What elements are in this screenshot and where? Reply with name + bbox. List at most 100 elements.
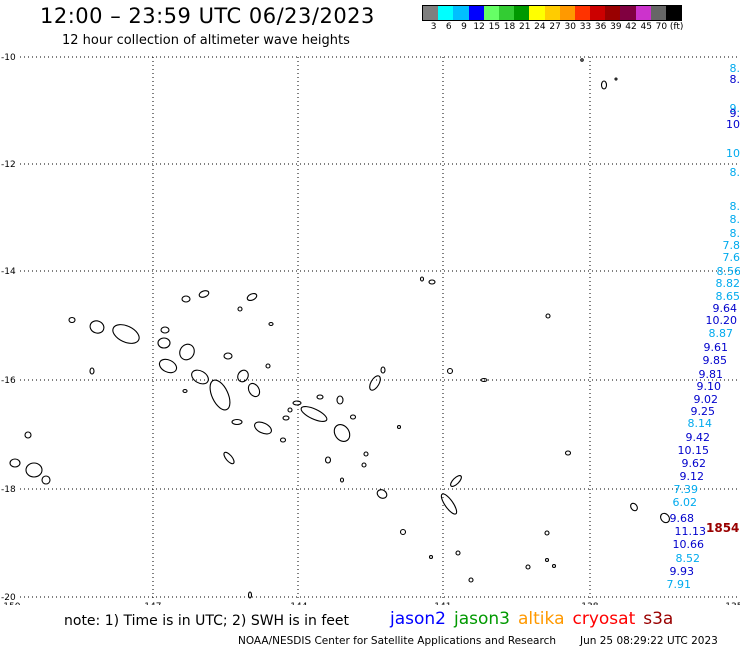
wave-height-reading: 9.81 bbox=[699, 368, 724, 381]
island bbox=[376, 489, 388, 499]
wave-height-reading: 9.12 bbox=[680, 470, 705, 483]
colorbar-swatch bbox=[498, 6, 515, 20]
map-plot: -10-12-14-16-18-20 -150-147-144-141-138-… bbox=[0, 53, 740, 605]
island bbox=[247, 591, 253, 599]
island bbox=[324, 456, 332, 464]
generated-timestamp: Jun 25 08:29:22 UTC 2023 bbox=[580, 635, 718, 647]
wave-height-reading: 9.02 bbox=[694, 393, 719, 406]
island bbox=[428, 554, 434, 560]
legend-item-altika: altika bbox=[518, 609, 565, 629]
wave-height-reading: 9.64 bbox=[713, 302, 738, 315]
island bbox=[279, 437, 287, 443]
island bbox=[9, 458, 21, 468]
island bbox=[600, 80, 608, 90]
colorbar-label: 27 bbox=[549, 22, 561, 32]
legend-item-jason2: jason2 bbox=[390, 609, 446, 629]
colorbar-swatch bbox=[514, 6, 530, 20]
island bbox=[191, 369, 209, 385]
island bbox=[333, 424, 351, 442]
wave-height-reading: 8.52 bbox=[676, 552, 701, 565]
island bbox=[369, 375, 381, 391]
wave-height-reading: 8. bbox=[730, 73, 740, 86]
island bbox=[112, 324, 140, 344]
legend-item-s3a: s3a bbox=[643, 609, 674, 629]
wave-height-reading: 9.10 bbox=[697, 380, 722, 393]
island bbox=[551, 563, 557, 569]
island bbox=[209, 379, 231, 411]
wave-height-reading: 8. bbox=[730, 213, 740, 226]
colorbar-label: 21 bbox=[518, 22, 531, 32]
colorbar-label: 36 bbox=[594, 22, 607, 32]
colorbar-label: 33 bbox=[579, 22, 592, 32]
island bbox=[455, 550, 461, 556]
longitude-label: -147 bbox=[141, 602, 161, 605]
colorbar-swatch bbox=[620, 6, 636, 20]
island bbox=[544, 530, 550, 536]
colorbar-label: 18 bbox=[503, 22, 516, 32]
colorbar-label: 9 bbox=[461, 22, 467, 32]
island bbox=[396, 424, 402, 430]
island bbox=[265, 363, 271, 369]
island bbox=[254, 421, 272, 435]
island bbox=[237, 306, 243, 312]
colorbar-label: 24 bbox=[534, 22, 546, 32]
island bbox=[480, 377, 488, 383]
island bbox=[564, 450, 572, 456]
island bbox=[660, 512, 670, 524]
colorbar-swatch bbox=[529, 6, 545, 20]
island bbox=[544, 557, 550, 563]
legend-item-cryosat: cryosat bbox=[572, 609, 636, 629]
longitude-label: -150 bbox=[0, 602, 21, 605]
chart-title: 12:00 – 23:59 UTC 06/23/2023 bbox=[40, 4, 375, 28]
wave-height-reading: 10.20 bbox=[706, 314, 738, 327]
wave-height-reading: 7.6 bbox=[723, 251, 740, 264]
island bbox=[198, 290, 210, 298]
colorbar-label: (ft) bbox=[669, 22, 684, 32]
latitude-label: -18 bbox=[1, 485, 16, 495]
island bbox=[89, 367, 95, 375]
island bbox=[450, 475, 462, 487]
colorbar-swatch bbox=[468, 6, 484, 20]
colorbar-swatch bbox=[559, 6, 575, 20]
island bbox=[300, 405, 328, 423]
colorbar-swatch bbox=[650, 6, 666, 20]
wave-height-reading: 9.42 bbox=[686, 431, 711, 444]
island bbox=[336, 395, 344, 405]
island bbox=[316, 394, 324, 400]
island bbox=[41, 475, 51, 485]
credit-line: NOAA/NESDIS Center for Satellite Applica… bbox=[238, 635, 556, 647]
island bbox=[282, 415, 290, 421]
island bbox=[246, 293, 258, 301]
island bbox=[339, 477, 345, 483]
island bbox=[231, 418, 243, 426]
colorbar-swatch bbox=[438, 6, 454, 20]
latitude-labels: -10 -12 -14 -16 -18 -20 bbox=[1, 53, 16, 603]
island bbox=[349, 414, 357, 420]
wave-height-reading: 8. bbox=[730, 166, 740, 179]
colorbar-label: 39 bbox=[610, 22, 622, 32]
island bbox=[380, 366, 386, 374]
wave-height-reading: 8. bbox=[730, 200, 740, 213]
wave-height-reading: 10.66 bbox=[673, 538, 705, 551]
island bbox=[287, 407, 293, 413]
colorbar-swatch bbox=[453, 6, 469, 20]
wave-height-reading: 8.82 bbox=[716, 277, 740, 290]
colorbar-label: 30 bbox=[564, 22, 576, 32]
wave-height-reading: 7.8 bbox=[723, 239, 740, 252]
wave-height-reading: 8. bbox=[730, 62, 740, 75]
wave-height-reading: 8.65 bbox=[716, 290, 740, 303]
colorbar bbox=[422, 5, 683, 21]
island bbox=[268, 321, 274, 327]
island bbox=[223, 451, 235, 465]
colorbar-swatch bbox=[635, 6, 651, 20]
island bbox=[160, 326, 170, 334]
island bbox=[468, 577, 474, 583]
graticule bbox=[20, 56, 740, 600]
island bbox=[158, 358, 178, 374]
colorbar-label: 6 bbox=[445, 22, 452, 32]
wave-height-reading: 8.56 bbox=[717, 265, 740, 278]
wave-height-reading: 9. bbox=[730, 107, 740, 120]
island-outlines bbox=[9, 58, 670, 599]
island bbox=[68, 316, 76, 324]
island bbox=[428, 279, 436, 285]
